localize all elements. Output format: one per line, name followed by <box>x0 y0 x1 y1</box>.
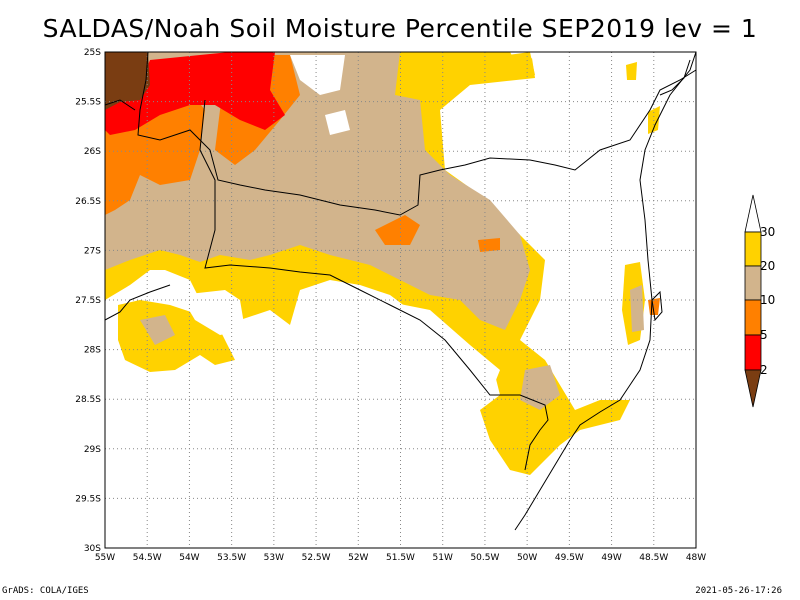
lon-label: 48.5W <box>639 553 668 563</box>
longitude-labels: 55W 54.5W 54W 53.5W 53W 52.5W 52W 51.5W 51W 50.5W… <box>95 553 706 563</box>
boundaries <box>104 51 697 531</box>
lat-label: 25.5S <box>75 98 101 108</box>
lon-label: 55W <box>95 553 115 563</box>
region-2-5 <box>105 52 285 135</box>
lat-label: 27S <box>84 246 101 256</box>
lon-label: 52.5W <box>302 553 331 563</box>
lat-label: 30S <box>84 544 101 554</box>
lon-label: 54W <box>179 553 199 563</box>
lat-label: 29S <box>84 445 101 455</box>
colorbar-top-arrow <box>744 194 762 233</box>
lat-label: 26S <box>84 147 101 157</box>
lon-label: 51W <box>433 553 453 563</box>
colorbar-label: 20 <box>760 259 775 273</box>
state-border-middle <box>199 99 549 471</box>
lat-label: 25S <box>84 48 101 58</box>
lat-label: 27.5S <box>75 296 101 306</box>
colorbar <box>744 194 762 408</box>
lat-label: 29.5S <box>75 494 101 504</box>
latitude-labels: 25S 25.5S 26S 26.5S 27S 27.5S 28S 28.5S 29S 29.5S… <box>75 48 101 554</box>
lon-label: 53.5W <box>217 553 246 563</box>
colorbar-label: 10 <box>760 293 775 307</box>
colorbar-label: 2 <box>760 363 768 377</box>
colorbar-label: 30 <box>760 225 775 239</box>
footer-right: 2021-05-26-17:26 <box>695 586 782 596</box>
colorbar-label: 5 <box>760 328 768 342</box>
map-grid <box>105 52 696 548</box>
region-below-2 <box>105 52 150 110</box>
coastline <box>514 51 697 531</box>
colorbar-10-20 <box>744 265 762 301</box>
state-border-north <box>137 51 697 216</box>
colorbar-2-5 <box>744 334 762 371</box>
region-10-20 <box>105 52 530 330</box>
map-frame <box>104 51 697 549</box>
lat-label: 28S <box>84 346 101 356</box>
lon-label: 49W <box>601 553 621 563</box>
colorbar-bottom-arrow <box>744 369 762 408</box>
colorbar-labels: 2 5 10 20 30 <box>760 225 775 377</box>
lon-label: 54.5W <box>133 553 162 563</box>
shaded-field <box>105 52 660 475</box>
lon-label: 51.5W <box>386 553 415 563</box>
colorbar-20-30 <box>744 231 762 267</box>
lon-label: 50.5W <box>470 553 499 563</box>
lon-label: 49.5W <box>555 553 584 563</box>
colorbar-5-10 <box>744 299 762 336</box>
footer-left: GrADS: COLA/IGES <box>2 586 89 596</box>
region-20-30-south <box>118 300 235 372</box>
map-title: SALDAS/Noah Soil Moisture Percentile SEP… <box>42 14 758 43</box>
region-above-30 <box>290 55 345 95</box>
lon-label: 52W <box>348 553 368 563</box>
lon-label: 53W <box>264 553 284 563</box>
lat-label: 26.5S <box>75 197 101 207</box>
lon-label: 48W <box>686 553 706 563</box>
lat-label: 28.5S <box>75 395 101 405</box>
lon-label: 50W <box>517 553 537 563</box>
